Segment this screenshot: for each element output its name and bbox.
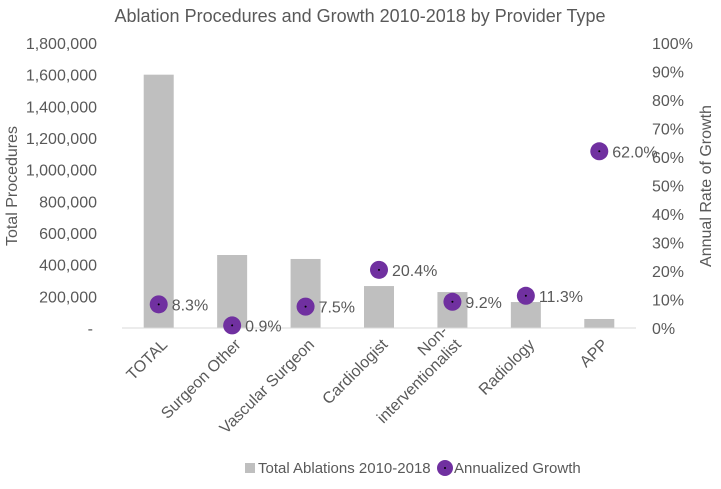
y2-axis-title: Annual Rate of Growth xyxy=(698,105,715,267)
chart-title: Ablation Procedures and Growth 2010-2018… xyxy=(115,6,606,26)
bar xyxy=(217,255,248,328)
y2-tick-label: 20% xyxy=(652,264,684,281)
legend-bar-label: Total Ablations 2010-2018 xyxy=(258,460,431,477)
bar xyxy=(143,74,174,329)
x-tick-label: Radiology xyxy=(476,336,538,398)
growth-data-label: 0.9% xyxy=(245,318,281,335)
y2-tick-label: 10% xyxy=(652,293,684,310)
y2-tick-label: 40% xyxy=(652,207,684,224)
y2-tick-label: 60% xyxy=(652,150,684,167)
y-tick-label: 1,600,000 xyxy=(26,68,97,85)
x-tick-label-line: APP xyxy=(577,336,612,371)
growth-data-label: 62.0% xyxy=(612,144,657,161)
y2-tick-label: 0% xyxy=(652,321,675,338)
y-tick-label: 1,800,000 xyxy=(26,36,97,53)
legend-point-dot xyxy=(444,467,446,469)
y2-tick-label: 70% xyxy=(652,122,684,139)
growth-point-center xyxy=(598,150,601,153)
growth-point-center xyxy=(304,305,307,308)
bar xyxy=(584,318,615,328)
y2-tick-label: 50% xyxy=(652,179,684,196)
x-tick-label: TOTAL xyxy=(124,336,172,384)
y2-tick-label: 30% xyxy=(652,236,684,253)
growth-point-center xyxy=(524,294,527,297)
y-axis-title: Total Procedures xyxy=(4,126,21,246)
growth-data-label: 20.4% xyxy=(392,263,437,280)
x-tick-label-line: TOTAL xyxy=(124,336,172,384)
y-tick-label: 1,000,000 xyxy=(26,163,97,180)
y2-tick-label: 80% xyxy=(652,93,684,110)
y-tick-label: 1,400,000 xyxy=(26,99,97,116)
growth-point-center xyxy=(231,324,234,327)
legend: Total Ablations 2010-2018 Annualized Gro… xyxy=(245,460,581,477)
growth-data-label: 8.3% xyxy=(172,297,208,314)
growth-data-label: 11.3% xyxy=(539,289,583,306)
x-tick-label: APP xyxy=(577,336,612,371)
growth-point-center xyxy=(157,303,160,306)
legend-point-label: Annualized Growth xyxy=(454,460,581,477)
y2-tick-label: 100% xyxy=(652,36,693,53)
bar xyxy=(364,286,394,328)
legend-bar-swatch xyxy=(245,463,255,473)
y-tick-label: - xyxy=(88,321,93,338)
bar xyxy=(510,302,541,328)
y-tick-label: 1,200,000 xyxy=(26,131,97,148)
growth-point-center xyxy=(451,300,454,303)
bar xyxy=(290,258,321,328)
x-tick-label-line: Radiology xyxy=(476,336,538,398)
growth-data-label: 7.5% xyxy=(319,300,355,317)
growth-point-center xyxy=(378,268,380,271)
y2-tick-label: 90% xyxy=(652,65,684,82)
y-tick-label: 800,000 xyxy=(39,194,97,211)
growth-data-label: 9.2% xyxy=(465,295,501,312)
y-tick-label: 600,000 xyxy=(39,226,97,243)
x-tick-label: Cardiologist xyxy=(320,336,392,408)
y-tick-label: 400,000 xyxy=(39,258,97,275)
y-tick-label: 200,000 xyxy=(39,289,97,306)
x-tick-label-line: Cardiologist xyxy=(320,336,392,408)
